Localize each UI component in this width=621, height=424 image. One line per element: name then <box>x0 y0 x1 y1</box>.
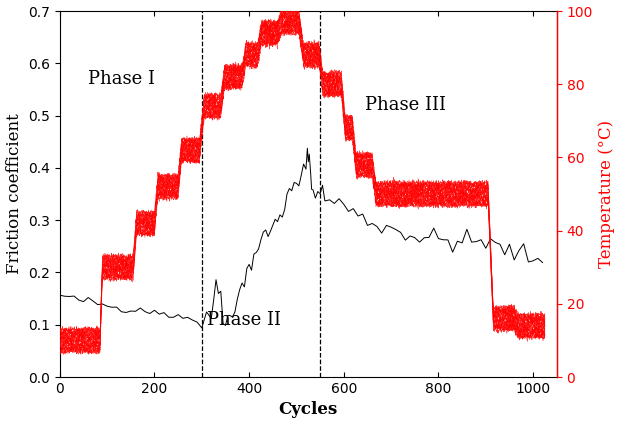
X-axis label: Cycles: Cycles <box>279 402 338 418</box>
Text: Phase III: Phase III <box>365 96 446 114</box>
Text: Phase II: Phase II <box>207 310 281 329</box>
Y-axis label: Friction coefficient: Friction coefficient <box>6 114 22 274</box>
Y-axis label: Temperature (°C): Temperature (°C) <box>599 120 615 268</box>
Text: Phase I: Phase I <box>88 70 155 88</box>
